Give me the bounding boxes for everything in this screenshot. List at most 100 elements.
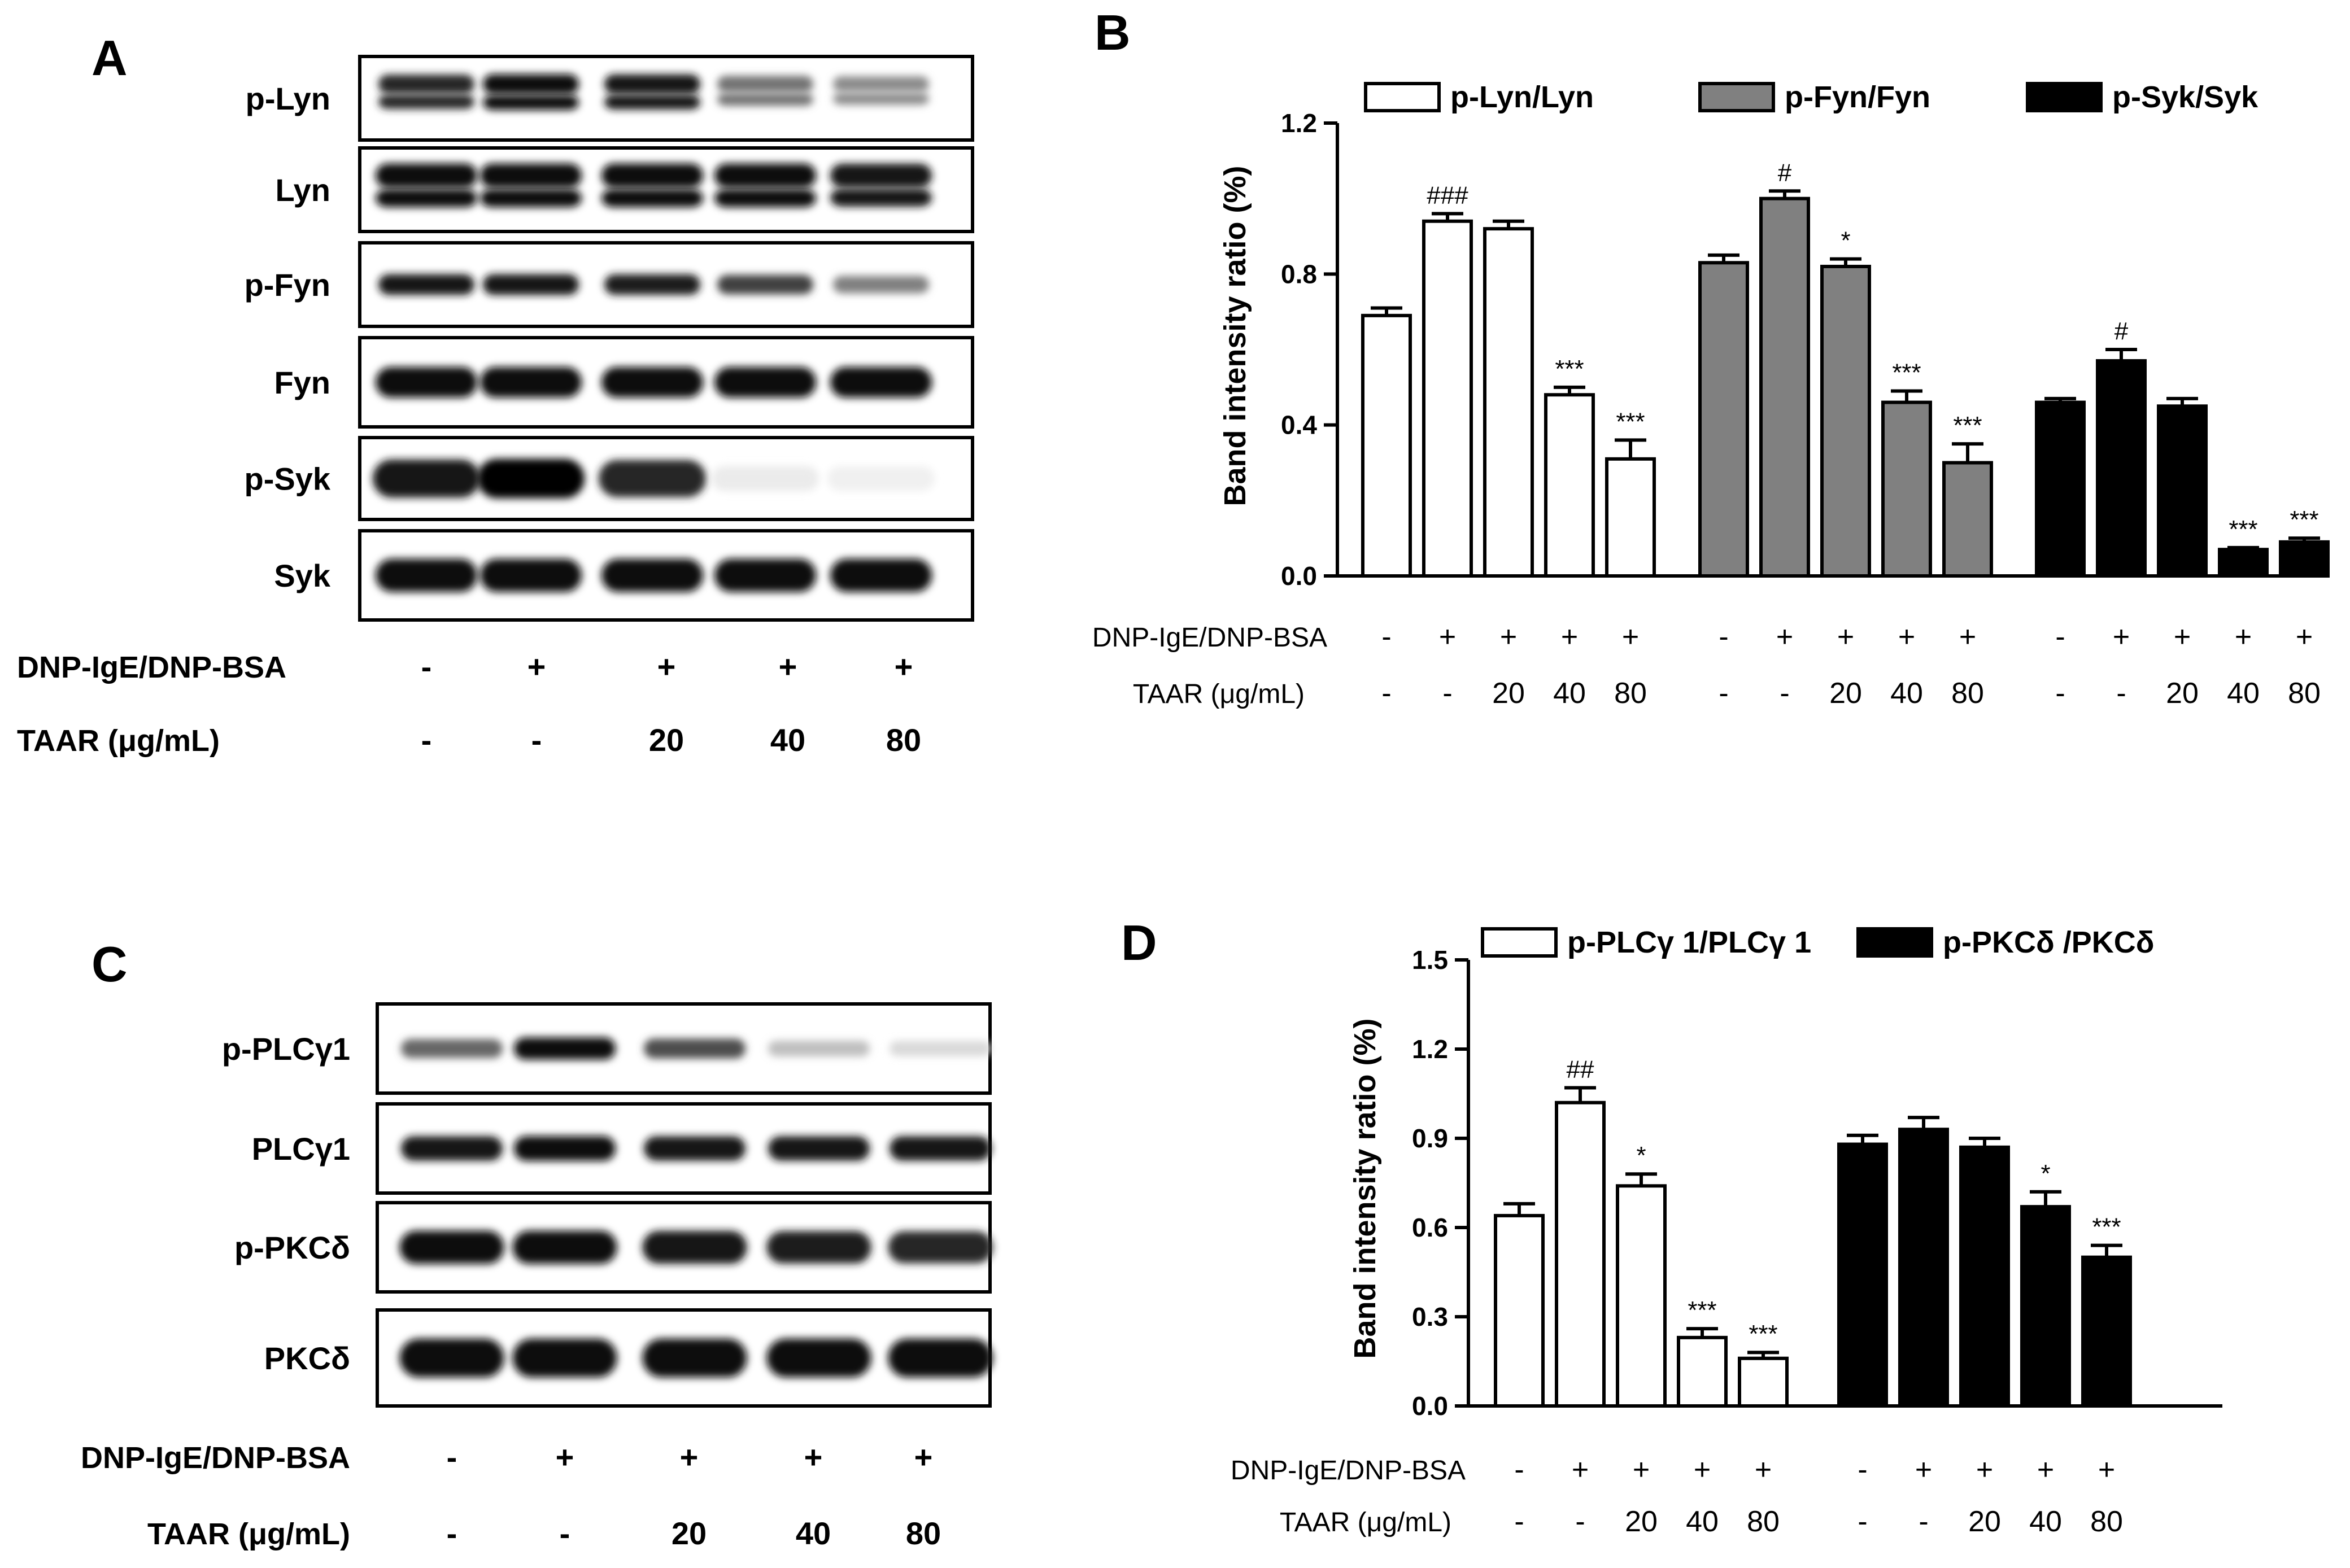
condition-value: +: [2098, 1453, 2115, 1486]
legend-swatch: [1856, 927, 1933, 958]
blot-row-p-lyn: [358, 55, 974, 142]
panel-c-western-blot: p-PLCγ1 PLCγ1 p-PKCδ PKCδ DNP-IgE/DNP-BSA - +…: [81, 1002, 993, 1551]
bar: [1616, 1184, 1667, 1408]
blot-band-lower: [717, 93, 813, 106]
blot-row-p-fyn: [358, 241, 974, 328]
blot-band: [714, 163, 816, 188]
condition-value: -: [1514, 1505, 1524, 1538]
blot-band-lower: [604, 95, 700, 110]
condition-value: 40: [1553, 677, 1586, 710]
legend-swatch: [1364, 82, 1441, 112]
condition-value: +: [2174, 621, 2191, 653]
blot-row-p-syk: [358, 436, 974, 521]
condition-value: +: [1776, 621, 1793, 653]
blot-band: [768, 1041, 870, 1056]
blot-label-p-lyn: p-Lyn: [246, 81, 330, 116]
condition-value: +: [1837, 621, 1854, 653]
condition-value: -: [1381, 677, 1391, 710]
legend-swatch: [2026, 82, 2103, 112]
bar: [1959, 1145, 2010, 1408]
significance-label: #: [1778, 159, 1792, 186]
bar: [1898, 1128, 1949, 1408]
blot-label-p-fyn: p-Fyn: [245, 267, 330, 303]
significance-label: ***: [1555, 355, 1584, 383]
panel-b-bar-chart: Band intensity ratio (%) 0.00.40.81.2###…: [1092, 80, 2330, 710]
condition-label: DNP-IgE/DNP-BSA: [1231, 1456, 1466, 1486]
legend-swatch: [1698, 82, 1775, 112]
condition-value: -: [421, 649, 432, 684]
blot-band: [604, 274, 700, 295]
blot-band: [604, 74, 700, 94]
condition-value: 40: [1686, 1505, 1719, 1538]
blot-band: [480, 163, 582, 188]
condition-value: 80: [906, 1515, 941, 1551]
significance-label: ###: [1427, 181, 1468, 209]
blot-band: [888, 1231, 993, 1264]
blot-band: [401, 1039, 503, 1058]
y-tick-label: 0.4: [1281, 410, 1317, 440]
condition-value: 80: [1747, 1505, 1780, 1538]
blot-band: [766, 1338, 871, 1378]
bar: [2081, 1255, 2132, 1408]
condition-value: +: [2037, 1453, 2054, 1486]
blot-band: [480, 558, 582, 592]
significance-label: #: [2114, 317, 2129, 345]
condition-value: 40: [2029, 1505, 2062, 1538]
condition-value: +: [527, 649, 546, 684]
condition-value: +: [1694, 1453, 1711, 1486]
significance-label: ##: [1567, 1055, 1594, 1083]
condition-value: 20: [672, 1515, 707, 1551]
blot-band: [642, 1230, 747, 1264]
condition-value: 80: [886, 722, 921, 758]
condition-value: -: [421, 722, 432, 758]
condition-value: 20: [1625, 1505, 1658, 1538]
condition-value: 20: [1829, 677, 1862, 710]
condition-value: 20: [1968, 1505, 2001, 1538]
condition-label: DNP-IgE/DNP-BSA: [81, 1441, 350, 1475]
condition-value: +: [2296, 621, 2313, 653]
blot-band-lower: [833, 93, 929, 105]
blot-band: [601, 367, 703, 398]
blot-band-lower: [601, 189, 703, 208]
blot-band-lower: [714, 189, 816, 208]
condition-value: +: [1976, 1453, 1993, 1486]
condition-value: -: [1719, 621, 1728, 653]
legend-swatch: [1481, 927, 1558, 958]
condition-value: -: [1858, 1505, 1867, 1538]
blot-row-syk: [358, 529, 974, 622]
blot-row-p-plc-1: [376, 1002, 992, 1095]
condition-value: -: [2116, 677, 2126, 710]
blot-band: [712, 466, 819, 491]
condition-value: +: [1915, 1453, 1932, 1486]
y-tick-label: 0.6: [1412, 1213, 1448, 1242]
panel-d-bar-chart: Band intensity ratio (%) 0.0 0.3 0.6 0.9 1.2…: [1231, 925, 2222, 1538]
condition-value: -: [1719, 677, 1728, 710]
significance-label: ***: [1953, 412, 1982, 439]
condition-value: -: [2055, 677, 2065, 710]
significance-label: ***: [1616, 408, 1645, 435]
condition-value: +: [2113, 621, 2130, 653]
blot-band: [373, 459, 480, 498]
condition-value: -: [560, 1515, 570, 1551]
blot-band: [378, 274, 474, 295]
bar: [1677, 1335, 1728, 1408]
bar: [2157, 404, 2208, 578]
blot-band: [399, 1338, 504, 1378]
panel-letter-b: B: [1095, 5, 1131, 60]
y-tick-label: 0.3: [1412, 1302, 1448, 1331]
blot-band: [480, 367, 582, 398]
blot-band-lower: [376, 189, 477, 208]
condition-value: +: [779, 649, 797, 684]
legend-label: p-Fyn/Fyn: [1785, 80, 1930, 114]
bar: [1837, 1142, 1888, 1408]
bar: [1483, 227, 1534, 578]
bar: [2279, 540, 2330, 578]
blot-label-plc-1: PLCγ1: [252, 1131, 350, 1167]
condition-value: 20: [649, 722, 684, 758]
blot-band: [827, 466, 935, 491]
bar: [2218, 548, 2269, 578]
condition-value: 20: [1492, 677, 1525, 710]
blot-band: [714, 558, 816, 592]
condition-value: +: [1898, 621, 1915, 653]
